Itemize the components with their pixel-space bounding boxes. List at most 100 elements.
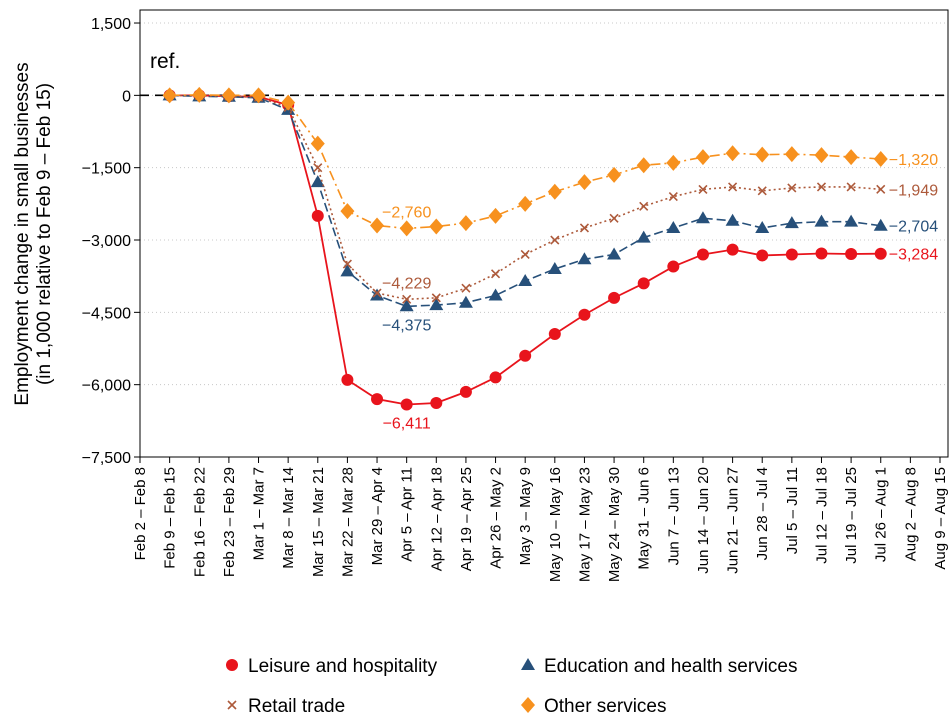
data-label: −4,375	[382, 317, 431, 334]
data-point	[400, 398, 413, 411]
legend-marker	[226, 659, 238, 671]
data-point	[873, 218, 888, 231]
data-point	[784, 146, 799, 163]
data-point	[816, 182, 827, 192]
data-point	[548, 328, 561, 341]
x-tick-label: Feb 23 – Feb 29	[221, 467, 238, 577]
data-label: −4,229	[382, 275, 431, 292]
data-point	[550, 235, 560, 245]
data-point	[520, 249, 530, 260]
data-point	[814, 147, 829, 164]
x-tick-label: Mar 8 – Mar 14	[280, 467, 297, 569]
x-tick-label: Jun 28 – Jul 4	[754, 467, 771, 560]
data-point	[756, 249, 769, 262]
data-point	[608, 291, 621, 304]
data-point	[342, 259, 352, 269]
data-point	[399, 220, 414, 237]
data-label: −2,704	[889, 219, 938, 236]
data-label: −6,411	[383, 415, 431, 432]
x-tick-label: Jul 19 – Jul 25	[843, 467, 860, 564]
legend-label: Other services	[544, 696, 666, 717]
y-axis-label: (in 1,000 relative to Feb 9 – Feb 15)	[34, 83, 55, 385]
data-point	[459, 385, 472, 398]
data-point	[547, 183, 562, 200]
data-point	[490, 269, 501, 279]
data-point	[488, 288, 503, 301]
legend-item: Education and health services	[521, 656, 798, 677]
data-point	[728, 182, 738, 192]
x-tick-label: Apr 12 – Apr 18	[428, 467, 445, 571]
y-tick-label: −3,000	[82, 233, 131, 250]
x-tick-label: May 10 – May 16	[547, 467, 564, 582]
data-point	[429, 218, 444, 235]
data-point	[251, 87, 266, 104]
x-tick-label: Aug 9 – Aug 15	[932, 467, 949, 570]
x-tick-label: Feb 16 – Feb 22	[191, 467, 208, 577]
x-tick-label: Jul 5 – Jul 11	[784, 467, 801, 554]
data-point	[846, 182, 856, 192]
data-point	[192, 86, 207, 103]
x-tick-label: Mar 1 – Mar 7	[251, 467, 268, 560]
data-label: −1,320	[889, 152, 938, 169]
data-point	[518, 273, 533, 286]
plot-frame	[139, 9, 949, 458]
data-point	[668, 192, 678, 202]
data-point	[873, 151, 888, 167]
data-point	[815, 247, 828, 260]
x-tick-label: Feb 9 – Feb 15	[162, 467, 179, 569]
x-tick-label: Jul 26 – Aug 1	[873, 467, 890, 562]
legend-item: Retail trade	[227, 696, 345, 717]
data-point	[579, 223, 590, 233]
x-tick-label: Jun 21 – Jun 27	[725, 467, 742, 574]
y-tick-label: −6,000	[82, 378, 131, 395]
x-tick-label: Apr 5 – Apr 11	[399, 467, 416, 562]
data-point	[757, 186, 767, 196]
data-point	[430, 396, 443, 409]
data-point	[876, 184, 886, 194]
series: −4,375 −2,704	[162, 88, 938, 334]
x-tick-label: Jun 7 – Jun 13	[665, 467, 682, 565]
data-point	[607, 247, 622, 260]
data-point	[666, 154, 681, 171]
legend-marker	[227, 700, 237, 710]
data-point	[726, 243, 739, 256]
data-point	[784, 216, 799, 229]
data-point	[637, 277, 650, 290]
x-tick-label: Aug 2 – Aug 8	[902, 467, 919, 561]
data-point	[341, 373, 354, 386]
data-point	[698, 184, 708, 194]
data-point	[488, 207, 503, 224]
series: −2,760 −1,320	[162, 86, 938, 237]
data-point	[696, 248, 709, 261]
data-point	[519, 349, 532, 362]
reference-label: ref.	[150, 50, 180, 73]
data-point	[636, 230, 651, 243]
data-point	[577, 252, 592, 265]
data-point	[609, 213, 619, 223]
data-point	[372, 288, 382, 298]
data-point	[814, 214, 829, 227]
y-tick-label: −4,500	[82, 305, 131, 322]
data-point	[577, 174, 592, 191]
data-point	[371, 393, 384, 406]
x-tick-label: Feb 2 – Feb 8	[132, 467, 149, 560]
legend-marker	[521, 658, 535, 670]
legend-label: Leisure and hospitality	[248, 656, 438, 677]
data-point	[340, 264, 355, 277]
data-point	[578, 308, 591, 321]
x-tick-label: May 31 – Jun 6	[636, 467, 653, 570]
data-point	[370, 217, 385, 234]
y-axis-label: Employment change in small businesses	[12, 62, 33, 405]
y-tick-label: −7,500	[82, 450, 131, 467]
data-point	[310, 135, 325, 152]
data-point	[874, 247, 887, 260]
data-point	[725, 213, 740, 226]
x-tick-label: Jul 12 – Jul 18	[813, 467, 830, 564]
data-point	[429, 298, 444, 311]
data-point	[310, 175, 325, 188]
data-point	[340, 203, 355, 220]
data-point	[281, 94, 296, 111]
data-point	[547, 261, 562, 274]
